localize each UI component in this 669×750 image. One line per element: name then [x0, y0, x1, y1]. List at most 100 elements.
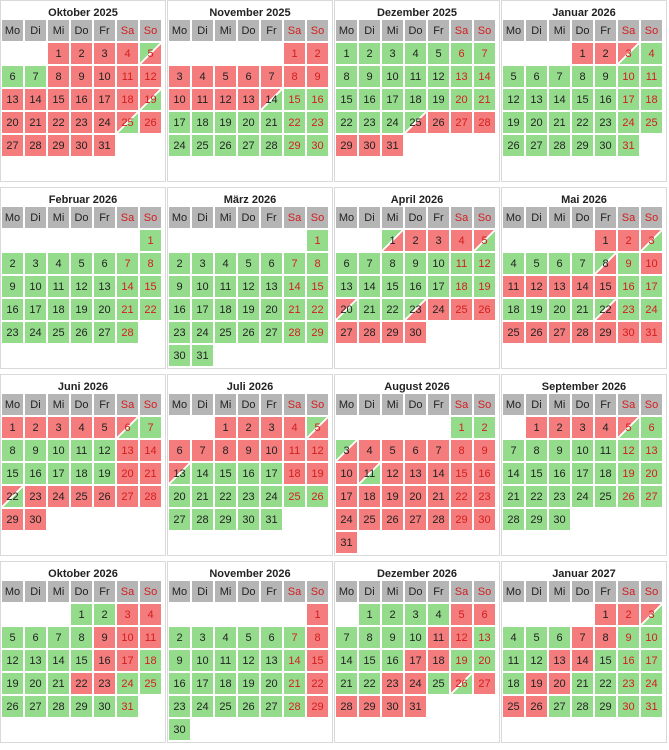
- day-cell[interactable]: 11: [503, 276, 524, 297]
- day-cell[interactable]: 6: [94, 253, 115, 274]
- day-cell[interactable]: 29: [382, 322, 403, 343]
- day-cell[interactable]: 1: [336, 43, 357, 64]
- day-cell[interactable]: 14: [117, 276, 138, 297]
- day-cell[interactable]: 14: [336, 650, 357, 671]
- day-cell[interactable]: 14: [549, 89, 570, 110]
- day-cell[interactable]: 24: [641, 673, 662, 694]
- day-cell[interactable]: 15: [284, 89, 305, 110]
- day-cell[interactable]: 11: [48, 276, 69, 297]
- day-cell[interactable]: 9: [618, 627, 639, 648]
- day-cell[interactable]: 5: [526, 253, 547, 274]
- day-cell[interactable]: 26: [382, 509, 403, 530]
- day-cell[interactable]: 5: [618, 417, 639, 438]
- day-cell[interactable]: 3: [25, 253, 46, 274]
- day-cell[interactable]: 2: [618, 230, 639, 251]
- day-cell[interactable]: 1: [215, 417, 236, 438]
- day-cell[interactable]: 6: [25, 627, 46, 648]
- day-cell[interactable]: 27: [94, 322, 115, 343]
- day-cell[interactable]: 10: [261, 440, 282, 461]
- day-cell[interactable]: 25: [71, 486, 92, 507]
- day-cell[interactable]: 20: [2, 112, 23, 133]
- day-cell[interactable]: 19: [238, 673, 259, 694]
- day-cell[interactable]: 6: [474, 604, 495, 625]
- day-cell[interactable]: 23: [618, 299, 639, 320]
- day-cell[interactable]: 20: [451, 89, 472, 110]
- day-cell[interactable]: 6: [117, 417, 138, 438]
- day-cell[interactable]: 4: [284, 417, 305, 438]
- day-cell[interactable]: 23: [71, 112, 92, 133]
- day-cell[interactable]: 16: [2, 299, 23, 320]
- day-cell[interactable]: 30: [405, 322, 426, 343]
- day-cell[interactable]: 13: [474, 627, 495, 648]
- day-cell[interactable]: 7: [503, 440, 524, 461]
- day-cell[interactable]: 22: [284, 112, 305, 133]
- day-cell[interactable]: 9: [405, 253, 426, 274]
- day-cell[interactable]: 27: [451, 112, 472, 133]
- day-cell[interactable]: 5: [71, 253, 92, 274]
- day-cell[interactable]: 29: [451, 509, 472, 530]
- day-cell[interactable]: 17: [192, 299, 213, 320]
- day-cell[interactable]: 12: [140, 66, 161, 87]
- day-cell[interactable]: 5: [526, 627, 547, 648]
- day-cell[interactable]: 30: [549, 509, 570, 530]
- day-cell[interactable]: 8: [451, 440, 472, 461]
- day-cell[interactable]: 20: [549, 673, 570, 694]
- day-cell[interactable]: 7: [284, 253, 305, 274]
- day-cell[interactable]: 14: [261, 89, 282, 110]
- day-cell[interactable]: 28: [549, 135, 570, 156]
- day-cell[interactable]: 1: [526, 417, 547, 438]
- day-cell[interactable]: 23: [2, 322, 23, 343]
- day-cell[interactable]: 5: [474, 230, 495, 251]
- day-cell[interactable]: 10: [192, 276, 213, 297]
- day-cell[interactable]: 16: [405, 276, 426, 297]
- day-cell[interactable]: 12: [451, 627, 472, 648]
- day-cell[interactable]: 6: [2, 66, 23, 87]
- day-cell[interactable]: 13: [336, 276, 357, 297]
- day-cell[interactable]: 17: [117, 650, 138, 671]
- day-cell[interactable]: 31: [94, 135, 115, 156]
- day-cell[interactable]: 8: [48, 66, 69, 87]
- day-cell[interactable]: 28: [140, 486, 161, 507]
- day-cell[interactable]: 22: [215, 486, 236, 507]
- day-cell[interactable]: 22: [2, 486, 23, 507]
- day-cell[interactable]: 11: [71, 440, 92, 461]
- day-cell[interactable]: 18: [71, 463, 92, 484]
- day-cell[interactable]: 7: [572, 253, 593, 274]
- day-cell[interactable]: 20: [474, 650, 495, 671]
- day-cell[interactable]: 28: [474, 112, 495, 133]
- day-cell[interactable]: 21: [25, 112, 46, 133]
- day-cell[interactable]: 18: [117, 89, 138, 110]
- day-cell[interactable]: 19: [526, 673, 547, 694]
- day-cell[interactable]: 11: [192, 89, 213, 110]
- day-cell[interactable]: 16: [307, 89, 328, 110]
- day-cell[interactable]: 24: [382, 112, 403, 133]
- day-cell[interactable]: 17: [192, 673, 213, 694]
- day-cell[interactable]: 11: [451, 253, 472, 274]
- day-cell[interactable]: 23: [307, 112, 328, 133]
- day-cell[interactable]: 27: [2, 135, 23, 156]
- day-cell[interactable]: 22: [336, 112, 357, 133]
- day-cell[interactable]: 9: [94, 627, 115, 648]
- day-cell[interactable]: 26: [140, 112, 161, 133]
- day-cell[interactable]: 15: [359, 650, 380, 671]
- day-cell[interactable]: 7: [117, 253, 138, 274]
- day-cell[interactable]: 31: [261, 509, 282, 530]
- day-cell[interactable]: 3: [428, 230, 449, 251]
- day-cell[interactable]: 15: [307, 650, 328, 671]
- day-cell[interactable]: 28: [359, 322, 380, 343]
- day-cell[interactable]: 17: [641, 650, 662, 671]
- day-cell[interactable]: 8: [595, 627, 616, 648]
- day-cell[interactable]: 18: [359, 486, 380, 507]
- day-cell[interactable]: 29: [284, 135, 305, 156]
- day-cell[interactable]: 21: [117, 299, 138, 320]
- day-cell[interactable]: 29: [48, 135, 69, 156]
- day-cell[interactable]: 2: [359, 43, 380, 64]
- day-cell[interactable]: 8: [307, 627, 328, 648]
- day-cell[interactable]: 28: [284, 696, 305, 717]
- day-cell[interactable]: 14: [572, 276, 593, 297]
- day-cell[interactable]: 13: [94, 276, 115, 297]
- day-cell[interactable]: 10: [25, 276, 46, 297]
- day-cell[interactable]: 22: [451, 486, 472, 507]
- day-cell[interactable]: 3: [405, 604, 426, 625]
- day-cell[interactable]: 17: [94, 89, 115, 110]
